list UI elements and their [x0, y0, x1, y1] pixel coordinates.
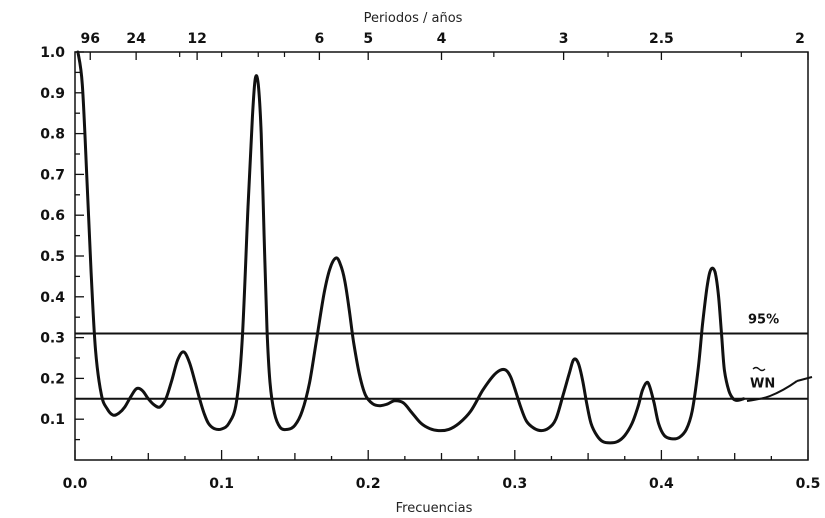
x-axis-ticks: 0.0 0.1 0.2 0.3 0.4 0.5: [63, 450, 821, 492]
top-tick-label: 96: [81, 31, 100, 47]
y-tick-label: 0.9: [40, 86, 65, 102]
top-tick-label: 12: [187, 31, 206, 47]
x-tick-label: 0.0: [63, 476, 88, 492]
x-axis-title: Frecuencias: [396, 501, 473, 516]
top-tick-label: 2: [795, 31, 805, 47]
top-tick-label: 3: [559, 31, 569, 47]
y-tick-label: 0.2: [40, 371, 65, 387]
y-tick-label: 0.4: [40, 290, 65, 306]
x-tick-label: 0.3: [502, 476, 527, 492]
white-noise-leader: [746, 380, 798, 402]
x-tick-label: 0.5: [796, 476, 821, 492]
x-tick-label: 0.1: [209, 476, 234, 492]
y-tick-label: 0.1: [40, 412, 65, 428]
top-tick-label: 5: [363, 31, 373, 47]
y-tick-label: 0.6: [40, 208, 65, 224]
x-tick-label: 0.2: [356, 476, 381, 492]
plot-frame: [74, 51, 809, 461]
y-tick-label: 0.5: [40, 249, 65, 265]
y-tick-label: 0.7: [40, 167, 65, 183]
white-noise-tilde: [752, 366, 766, 372]
y-tick-label: 0.3: [40, 331, 65, 347]
white-noise-label: WN: [750, 376, 775, 391]
top-tick-label: 4: [437, 31, 447, 47]
top-tick-label: 2.5: [649, 31, 674, 47]
reference-lines: 95% WN: [75, 313, 813, 402]
y-tick-label: 0.8: [40, 127, 65, 143]
top-axis-ticks: 96 24 12 6 5 4 3 2.5 2: [81, 31, 809, 60]
spectrum-line: [76, 50, 745, 445]
y-axis-ticks: 0.1 0.2 0.3 0.4 0.5 0.6 0.7 0.8 0.9 1.0: [40, 45, 84, 441]
y-tick-label: 1.0: [40, 45, 65, 61]
x-tick-label: 0.4: [649, 476, 674, 492]
top-tick-label: 24: [126, 31, 146, 47]
white-noise-leader-tail: [796, 376, 813, 382]
confidence-95-label: 95%: [748, 313, 779, 328]
top-axis-title: Periodos / años: [364, 11, 463, 26]
top-tick-label: 6: [315, 31, 325, 47]
